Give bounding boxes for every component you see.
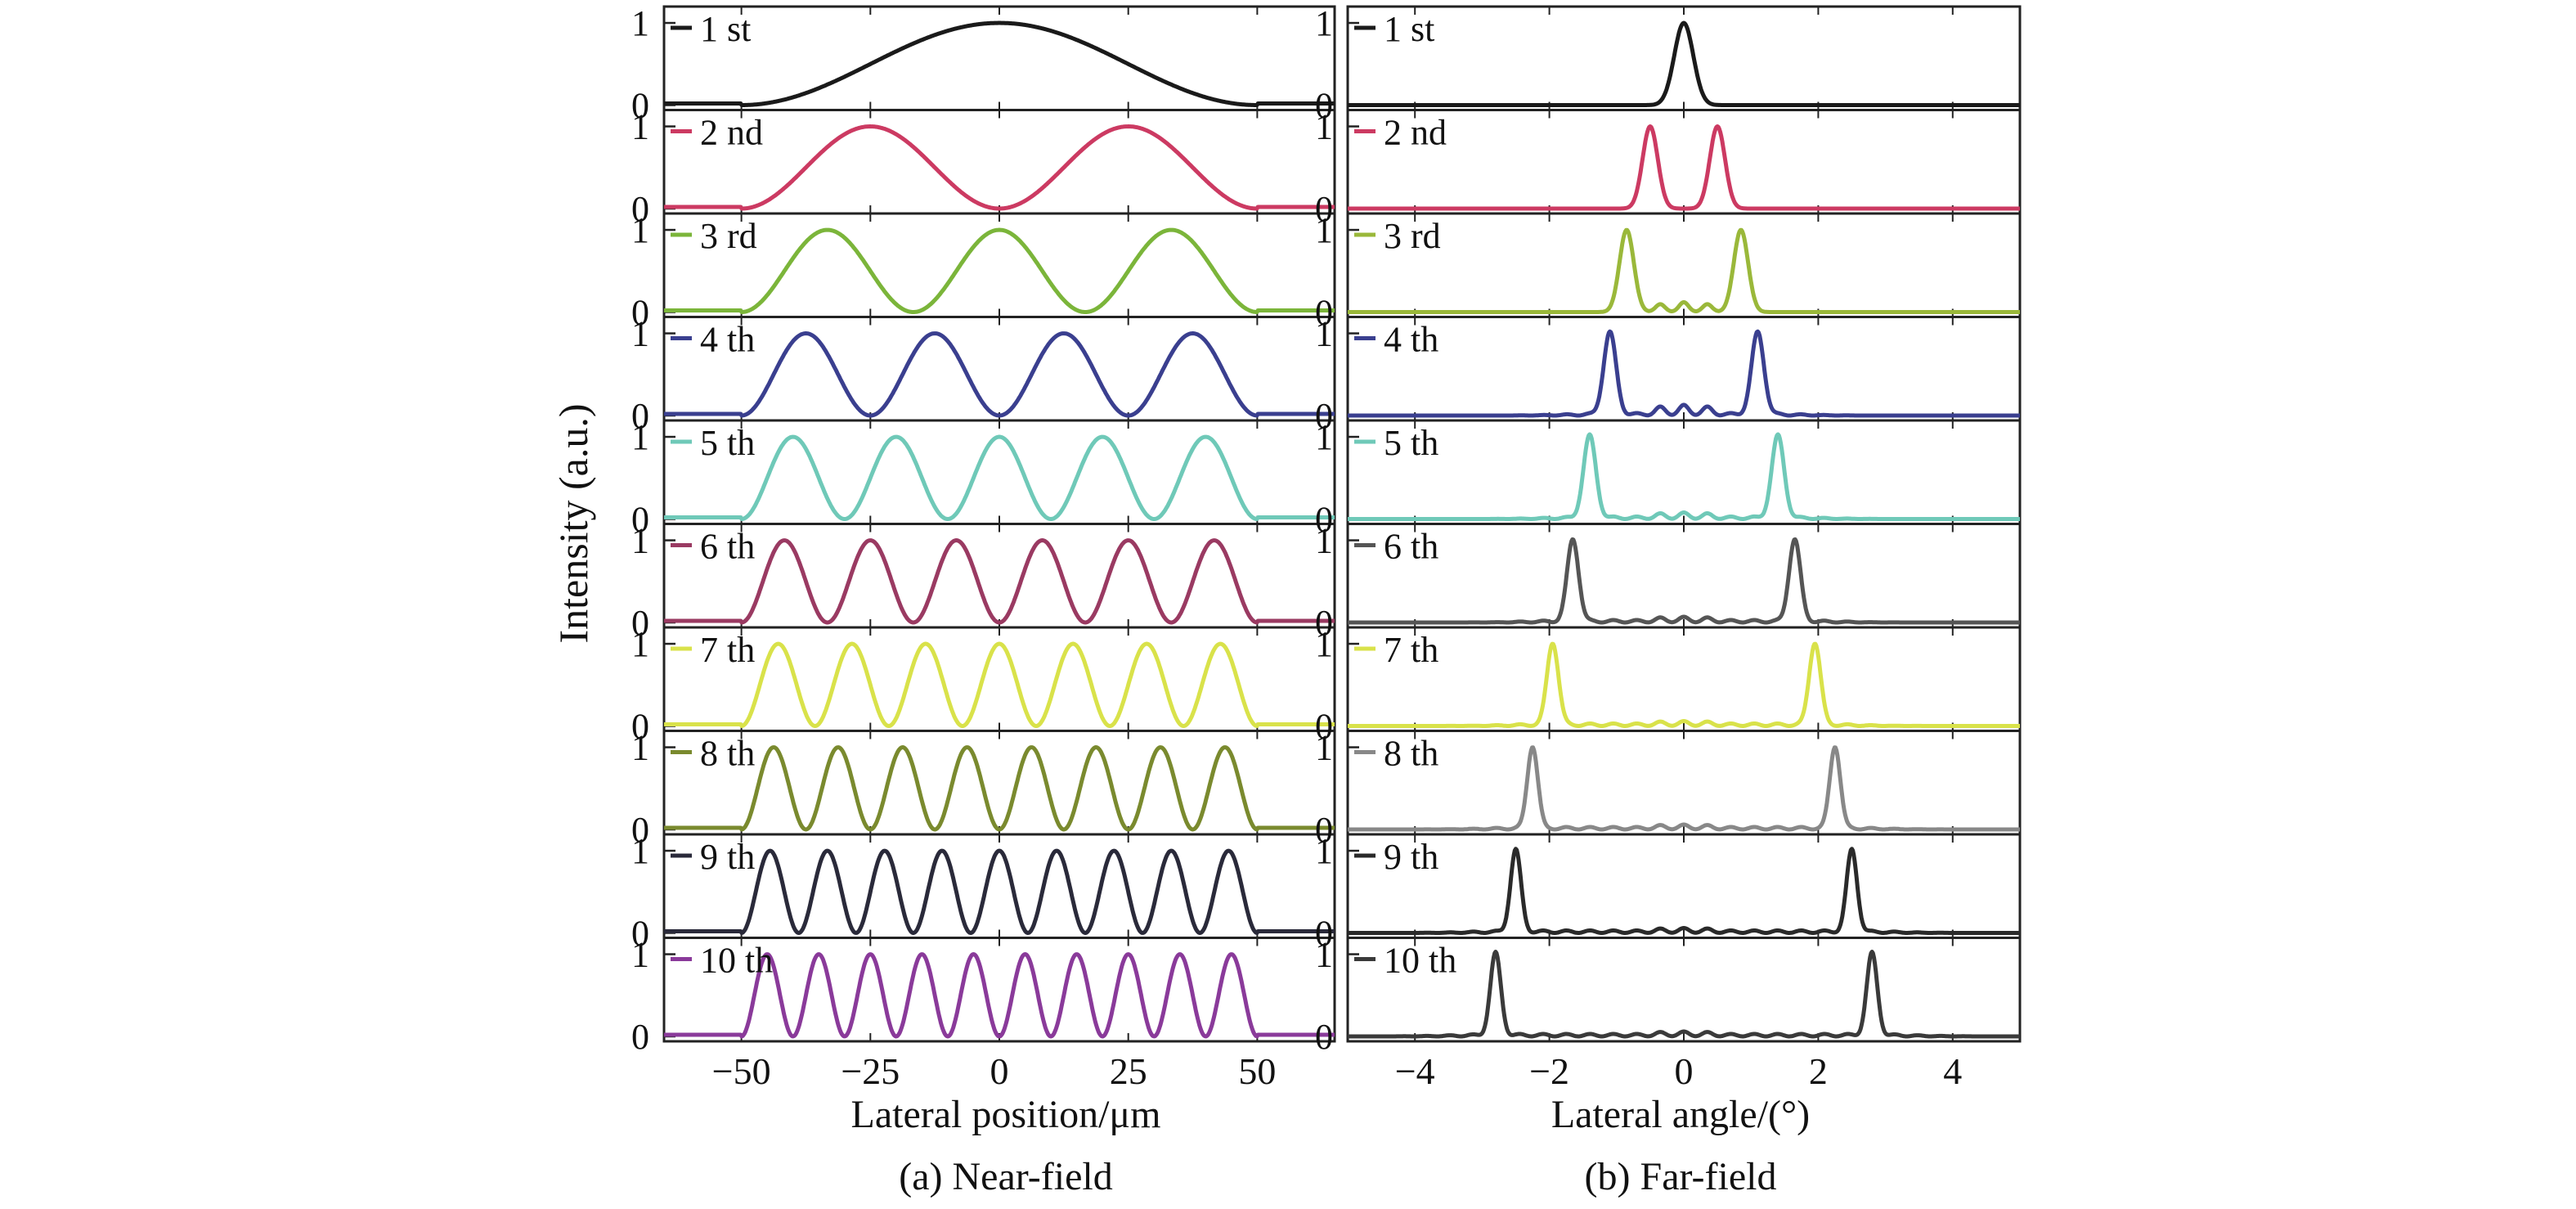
far-y-tick-label: 1	[1315, 3, 1333, 43]
far-legend-label: 8 th	[1384, 734, 1438, 774]
near-legend-label: 7 th	[700, 630, 755, 670]
far-series-line-6	[1346, 537, 2022, 625]
y-axis-label: Intensity (a.u.)	[550, 404, 596, 644]
near-legend-label: 4 th	[700, 320, 755, 360]
far-y-tick-label: 1	[1315, 314, 1333, 354]
near-y-tick-label: 0	[631, 707, 649, 747]
near-y-tick-label: 0	[631, 189, 649, 229]
far-series-line-9	[1346, 847, 2022, 935]
far-y-tick-label: 1	[1315, 107, 1333, 147]
near-legend-label: 2 nd	[700, 113, 763, 153]
far-y-tick-label: 0	[1315, 86, 1333, 126]
near-y-tick-label: 0	[631, 1017, 649, 1057]
far-y-tick-label: 1	[1315, 417, 1333, 457]
far-y-tick-label: 1	[1315, 521, 1333, 561]
near-x-tick-label: −25	[841, 1050, 900, 1092]
panel-a-caption: (a) Near-field	[899, 1155, 1113, 1198]
near-y-tick-label: 1	[631, 728, 649, 768]
far-x-tick-label: 4	[1943, 1050, 1962, 1092]
near-y-tick-label: 1	[631, 417, 649, 457]
near-series-line-3	[662, 227, 1336, 314]
near-field-x-axis-label: Lateral position/μm	[851, 1093, 1161, 1136]
far-series-line-1	[1346, 20, 2022, 107]
far-y-tick-label: 0	[1315, 1017, 1333, 1057]
far-legend-label: 6 th	[1384, 527, 1438, 567]
far-legend-label: 5 th	[1384, 423, 1438, 463]
far-series-line-10	[1346, 950, 2022, 1039]
far-y-tick-label: 1	[1315, 728, 1333, 768]
far-legend-label: 2 nd	[1384, 113, 1447, 153]
far-y-tick-label: 0	[1315, 914, 1333, 954]
near-y-tick-label: 1	[631, 107, 649, 147]
near-y-tick-label: 1	[631, 210, 649, 250]
far-legend-label: 7 th	[1384, 630, 1438, 670]
far-series-line-4	[1346, 329, 2022, 418]
near-series-line-7	[662, 641, 1336, 728]
far-x-tick-label: 2	[1809, 1050, 1828, 1092]
far-legend-label: 1 st	[1384, 9, 1434, 49]
near-x-tick-label: 25	[1110, 1050, 1147, 1092]
far-y-tick-label: 0	[1315, 189, 1333, 229]
near-series-line-9	[662, 848, 1336, 935]
near-legend-label: 1 st	[700, 9, 751, 49]
far-series-line-5	[1346, 432, 2022, 521]
far-series-line-2	[1346, 124, 2022, 211]
near-y-tick-label: 0	[631, 86, 649, 126]
near-series-line-2	[662, 124, 1336, 211]
far-y-tick-label: 1	[1315, 210, 1333, 250]
near-series-line-6	[662, 538, 1336, 625]
near-y-tick-label: 1	[631, 314, 649, 354]
far-legend-label: 9 th	[1384, 837, 1438, 877]
far-y-tick-label: 0	[1315, 293, 1333, 333]
far-y-tick-label: 1	[1315, 624, 1333, 664]
far-y-tick-label: 1	[1315, 935, 1333, 975]
near-y-tick-label: 0	[631, 293, 649, 333]
near-series-line-5	[662, 434, 1336, 521]
far-series-line-7	[1346, 641, 2022, 728]
near-legend-label: 6 th	[700, 527, 755, 567]
panel-b-caption: (b) Far-field	[1585, 1155, 1777, 1198]
near-y-tick-label: 0	[631, 810, 649, 850]
far-legend-label: 4 th	[1384, 320, 1438, 360]
near-y-tick-label: 1	[631, 521, 649, 561]
near-x-tick-label: −50	[712, 1050, 771, 1092]
far-legend-label: 10 th	[1384, 941, 1456, 981]
near-series-line-4	[662, 331, 1336, 418]
far-x-tick-label: −2	[1529, 1050, 1569, 1092]
near-y-tick-label: 0	[631, 914, 649, 954]
near-legend-label: 8 th	[700, 734, 755, 774]
near-x-tick-label: 0	[990, 1050, 1009, 1092]
far-y-tick-label: 0	[1315, 707, 1333, 747]
far-series-line-3	[1346, 227, 2022, 314]
near-legend-label: 3 rd	[700, 216, 757, 256]
far-y-tick-label: 0	[1315, 810, 1333, 850]
near-series-line-8	[662, 745, 1336, 832]
far-series-line-8	[1346, 745, 2022, 832]
far-x-tick-label: 0	[1675, 1050, 1694, 1092]
far-field-x-axis-label: Lateral angle/(°)	[1551, 1093, 1810, 1136]
near-x-tick-label: 50	[1238, 1050, 1276, 1092]
near-y-tick-label: 1	[631, 935, 649, 975]
near-y-tick-label: 1	[631, 624, 649, 664]
far-legend-label: 3 rd	[1384, 216, 1441, 256]
near-legend-label: 10 th	[700, 941, 773, 981]
near-series-line-10	[662, 952, 1336, 1039]
near-y-tick-label: 1	[631, 831, 649, 871]
near-y-tick-label: 0	[631, 396, 649, 436]
far-y-tick-label: 0	[1315, 396, 1333, 436]
near-y-tick-label: 0	[631, 500, 649, 540]
far-y-tick-label: 0	[1315, 500, 1333, 540]
near-y-tick-label: 1	[631, 3, 649, 43]
far-y-tick-label: 1	[1315, 831, 1333, 871]
near-series-line-1	[662, 20, 1336, 107]
near-y-tick-label: 0	[631, 603, 649, 643]
far-y-tick-label: 0	[1315, 603, 1333, 643]
near-legend-label: 5 th	[700, 423, 755, 463]
near-legend-label: 9 th	[700, 837, 755, 877]
far-x-tick-label: −4	[1395, 1050, 1435, 1092]
